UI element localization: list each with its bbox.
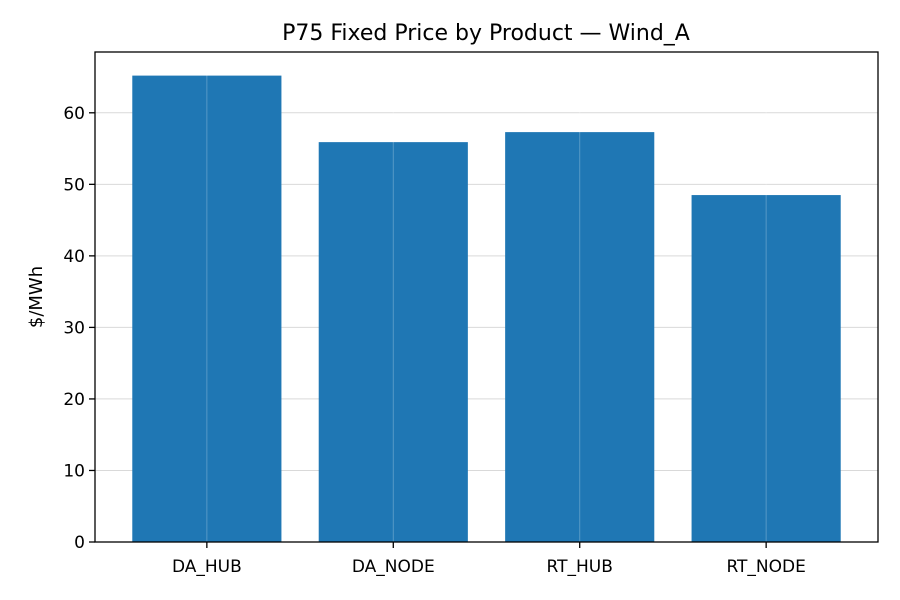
x-tick-label: DA_HUB <box>172 557 242 577</box>
x-tick-label: DA_NODE <box>352 557 435 577</box>
y-tick-label: 0 <box>74 533 85 553</box>
y-tick-label: 50 <box>63 175 85 195</box>
y-axis-ticks: 0 10 20 30 40 50 60 <box>63 104 95 553</box>
y-tick-label: 40 <box>63 247 85 267</box>
bar-rt-hub <box>505 132 655 542</box>
x-axis-ticks: DA_HUB DA_NODE RT_HUB RT_NODE <box>172 542 806 577</box>
y-tick-label: 10 <box>63 461 85 481</box>
vertical-grid-lines <box>206 52 767 542</box>
bar-rt-node <box>691 195 841 543</box>
x-tick-label: RT_HUB <box>547 557 613 577</box>
plot-frame <box>94 51 879 543</box>
y-tick-label: 60 <box>63 104 85 124</box>
bar-da-hub <box>132 75 282 543</box>
bar-da-node <box>318 142 468 542</box>
x-tick-label: RT_NODE <box>726 557 805 577</box>
chart-title: P75 Fixed Price by Product — Wind_A <box>282 21 690 46</box>
y-axis-label: $/MWh <box>26 266 47 328</box>
y-tick-label: 20 <box>63 390 85 410</box>
bars <box>132 75 841 543</box>
y-tick-label: 30 <box>63 318 85 338</box>
